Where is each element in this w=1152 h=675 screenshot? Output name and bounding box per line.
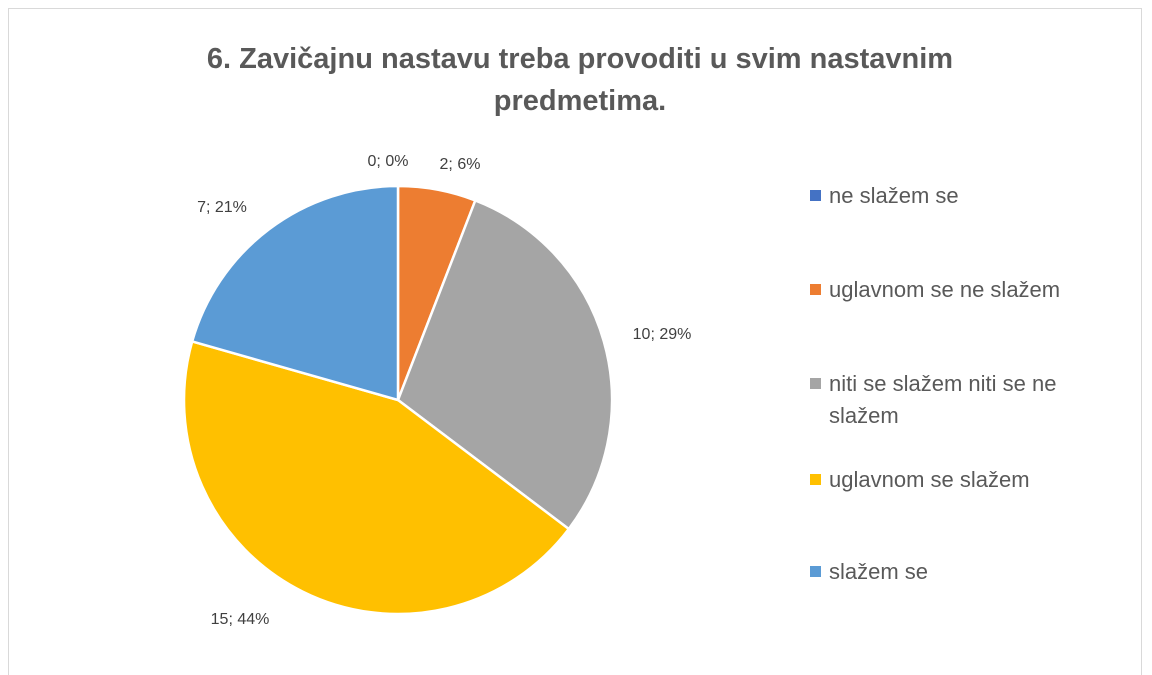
chart-title: 6. Zavičajnu nastavu treba provoditi u s… xyxy=(206,43,954,117)
legend-label: uglavnom se ne slažem xyxy=(829,277,1061,302)
legend-label: niti se slažem niti se ne slažem xyxy=(829,371,1057,428)
legend-item: slažem se xyxy=(810,556,1129,588)
pie-slice xyxy=(396,198,614,531)
legend-item: ne slažem se xyxy=(810,180,1129,212)
data-label: 0; 0% xyxy=(368,153,409,170)
data-label: 10; 29% xyxy=(633,326,692,343)
legend-swatch xyxy=(810,566,821,577)
legend-label: slažem se xyxy=(829,559,929,584)
legend-swatch xyxy=(810,474,821,485)
legend-label: ne slažem se xyxy=(829,183,959,208)
legend-swatch xyxy=(810,284,821,295)
legend-label: uglavnom se slažem xyxy=(829,467,1030,492)
data-label: 15; 44% xyxy=(211,611,270,628)
pie-slice xyxy=(190,184,400,402)
legend-swatch xyxy=(810,378,821,389)
legend-swatch xyxy=(810,190,821,201)
data-label: 2; 6% xyxy=(440,156,481,173)
pie-slice xyxy=(182,339,571,616)
legend-item: uglavnom se ne slažem xyxy=(810,274,1129,306)
chart-frame xyxy=(8,8,1142,675)
data-label: 7; 21% xyxy=(197,199,247,216)
legend-item: niti se slažem niti se ne slažem xyxy=(810,368,1129,432)
legend-item: uglavnom se slažem xyxy=(810,464,1129,496)
